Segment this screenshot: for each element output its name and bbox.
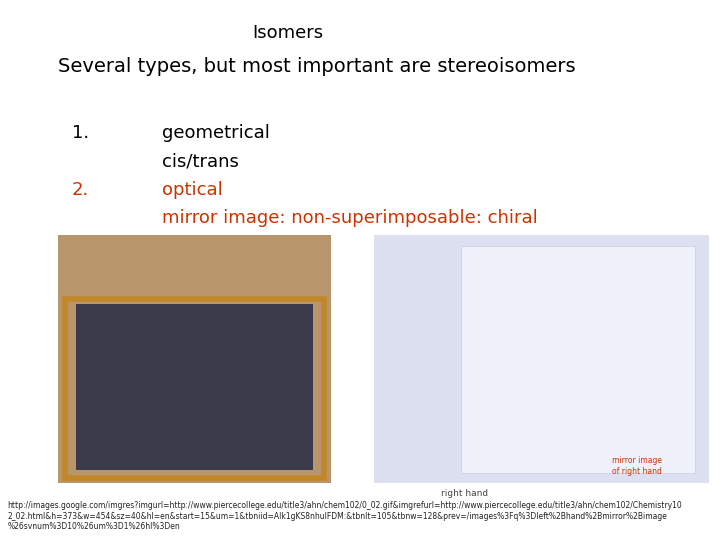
Text: 1.: 1. xyxy=(72,124,89,142)
FancyBboxPatch shape xyxy=(58,235,331,483)
Text: optical: optical xyxy=(162,181,222,199)
FancyBboxPatch shape xyxy=(461,246,695,472)
FancyBboxPatch shape xyxy=(374,235,709,483)
Text: mirror image: non-superimposable: chiral: mirror image: non-superimposable: chiral xyxy=(162,209,538,227)
Text: cis/trans: cis/trans xyxy=(162,152,239,170)
Text: right hand: right hand xyxy=(441,489,488,498)
Text: mirror image
of right hand: mirror image of right hand xyxy=(612,456,662,476)
Text: Isomers: Isomers xyxy=(253,24,323,42)
Text: geometrical: geometrical xyxy=(162,124,270,142)
FancyBboxPatch shape xyxy=(76,305,313,470)
Text: Several types, but most important are stereoisomers: Several types, but most important are st… xyxy=(58,57,575,76)
Text: 2.: 2. xyxy=(72,181,89,199)
Text: http://images.google.com/imgres?imgurl=http://www.piercecollege.edu/title3/ahn/c: http://images.google.com/imgres?imgurl=h… xyxy=(7,501,682,531)
